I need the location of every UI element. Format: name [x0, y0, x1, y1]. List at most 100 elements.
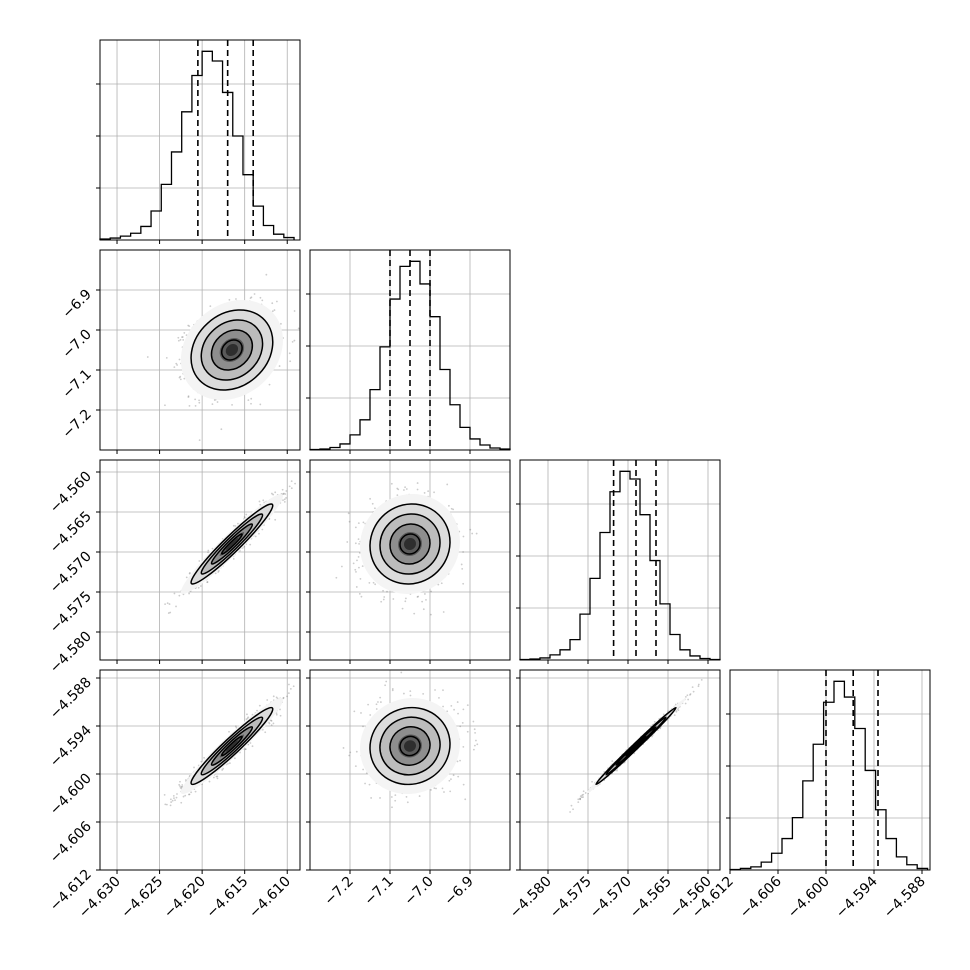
- sample-point: [194, 398, 197, 401]
- y-tick-label: −4.575: [47, 589, 95, 637]
- sample-point: [275, 300, 278, 303]
- sample-point: [169, 804, 172, 807]
- sample-point: [268, 383, 271, 386]
- sample-point: [175, 796, 178, 799]
- sample-point: [247, 716, 250, 719]
- sample-point: [401, 607, 404, 610]
- sample-point: [442, 611, 445, 613]
- y-tick-label: −7.0: [59, 327, 94, 362]
- sample-point: [254, 535, 257, 538]
- sample-point: [361, 565, 364, 568]
- sample-point: [179, 378, 182, 381]
- sample-point: [188, 592, 190, 595]
- sample-point: [188, 404, 191, 407]
- sample-point: [216, 401, 219, 403]
- sample-point: [405, 488, 408, 490]
- sample-point: [421, 600, 424, 603]
- sample-point: [335, 576, 338, 579]
- sample-point: [264, 731, 267, 734]
- sample-point: [250, 397, 253, 400]
- sample-point: [424, 593, 426, 595]
- sample-point: [182, 339, 185, 341]
- sample-point: [396, 494, 399, 496]
- sample-point: [262, 499, 265, 502]
- sample-point: [258, 532, 260, 535]
- contour-line: [200, 513, 264, 575]
- panel-frame: [309, 249, 511, 451]
- sample-point: [258, 500, 261, 503]
- y-tick-label: −7.2: [59, 407, 94, 442]
- hist-panel-3: −4.612 −4.606 −4.600 −4.594 −4.588: [689, 669, 931, 921]
- sample-point: [450, 507, 453, 510]
- sample-point: [249, 543, 252, 546]
- density-fill: [225, 343, 239, 356]
- sample-point: [199, 585, 202, 587]
- sample-point: [413, 612, 416, 615]
- sample-point: [243, 516, 246, 518]
- sample-point: [273, 309, 276, 311]
- sample-point: [235, 298, 237, 300]
- sample-point: [469, 528, 472, 531]
- sample-point: [246, 713, 248, 716]
- sample-point: [358, 542, 360, 545]
- sample-point: [245, 718, 248, 721]
- sample-point: [374, 583, 377, 586]
- sample-point: [169, 611, 172, 614]
- sample-point: [283, 500, 286, 503]
- sample-point: [357, 522, 360, 525]
- sample-point: [416, 482, 419, 484]
- sample-point: [403, 489, 405, 491]
- sample-point: [198, 401, 201, 404]
- contour-line: [220, 533, 243, 555]
- sample-point: [265, 273, 268, 276]
- contour-line: [379, 513, 441, 575]
- sample-point: [416, 488, 419, 491]
- histogram: [99, 50, 295, 240]
- sample-point: [427, 490, 430, 493]
- sample-point: [404, 597, 407, 600]
- x-tick-label: −4.594: [833, 873, 881, 921]
- contour-line: [210, 523, 254, 565]
- sample-point: [358, 551, 361, 554]
- sample-point: [253, 293, 256, 295]
- sample-point: [416, 596, 419, 598]
- sample-point: [448, 504, 450, 507]
- sample-point: [266, 699, 269, 701]
- sample-point: [404, 600, 407, 603]
- sample-point: [290, 480, 293, 483]
- sample-point: [250, 296, 253, 299]
- sample-point: [433, 491, 435, 494]
- sample-point: [179, 375, 182, 378]
- sample-point: [357, 538, 360, 541]
- sample-point: [293, 339, 296, 342]
- y-tick-label: −4.565: [47, 509, 95, 557]
- sample-point: [270, 719, 272, 722]
- sample-point: [355, 586, 358, 588]
- y-tick-label: −4.580: [47, 629, 95, 677]
- sample-point: [452, 508, 455, 511]
- contour-line: [200, 319, 264, 381]
- contour-line: [389, 523, 431, 565]
- sample-point: [198, 399, 200, 402]
- contour-line: [399, 533, 421, 555]
- sample-point: [168, 603, 171, 605]
- sample-point: [390, 482, 393, 485]
- sample-point: [228, 730, 230, 733]
- panel-frame: [729, 669, 931, 871]
- sample-point: [194, 790, 197, 793]
- sample-point: [290, 487, 293, 490]
- sample-point: [270, 492, 273, 495]
- contour-line: [220, 339, 243, 361]
- sample-point: [244, 748, 247, 751]
- sample-point: [231, 403, 233, 406]
- sample-point: [346, 541, 349, 543]
- sample-point: [285, 497, 287, 499]
- sample-point: [181, 336, 184, 338]
- histogram: [729, 680, 929, 871]
- sample-point: [282, 493, 285, 495]
- sample-point: [278, 365, 281, 367]
- sample-point: [306, 460, 308, 462]
- sample-point: [188, 325, 191, 328]
- sample-point: [423, 492, 426, 494]
